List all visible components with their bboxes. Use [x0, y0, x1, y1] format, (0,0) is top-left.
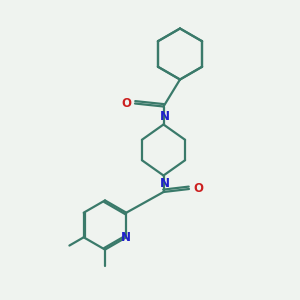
Text: N: N	[121, 231, 131, 244]
Text: O: O	[121, 97, 131, 110]
Text: N: N	[160, 110, 170, 123]
Text: O: O	[193, 182, 203, 196]
Text: N: N	[160, 177, 170, 190]
